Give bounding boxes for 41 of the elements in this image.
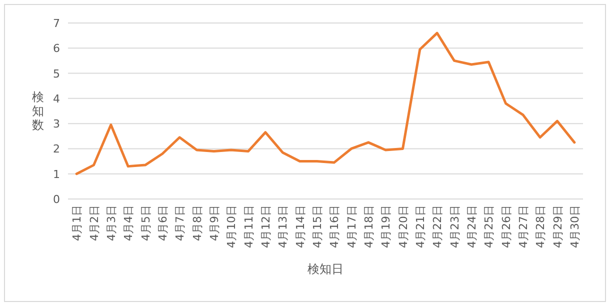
x-tick-label: 4月24日 bbox=[465, 205, 478, 248]
x-tick-label: 4月6日 bbox=[156, 205, 170, 241]
x-tick-label: 4月18日 bbox=[362, 205, 376, 248]
x-tick-label: 4月19日 bbox=[380, 205, 393, 248]
x-tick-label: 4月12日 bbox=[259, 205, 272, 248]
x-tick-label: 4月20日 bbox=[396, 205, 410, 248]
x-tick-label: 4月4日 bbox=[122, 205, 136, 241]
y-axis-title: 検知数 bbox=[32, 90, 44, 132]
x-tick-label: 4月8日 bbox=[190, 205, 204, 241]
x-tick-label: 4月1日 bbox=[70, 205, 84, 241]
x-tick-label: 4月13日 bbox=[276, 205, 290, 248]
x-tick-label: 4月17日 bbox=[345, 205, 358, 248]
x-tick-label: 4月28日 bbox=[534, 205, 548, 248]
x-tick-label: 4月10日 bbox=[225, 205, 238, 248]
x-tick-label: 4月22日 bbox=[431, 205, 444, 248]
x-tick-label: 4月11日 bbox=[242, 205, 256, 248]
x-tick-label: 4月16日 bbox=[328, 205, 342, 248]
x-tick-label: 4月7日 bbox=[174, 205, 187, 241]
x-tick-label: 4月2日 bbox=[88, 205, 101, 241]
y-tick-label: 1 bbox=[53, 168, 60, 181]
x-tick-label: 4月9日 bbox=[208, 205, 221, 241]
x-tick-label: 4月25日 bbox=[482, 205, 496, 248]
y-tick-label: 2 bbox=[53, 142, 60, 156]
x-axis-title: 検知日 bbox=[308, 262, 344, 276]
x-tick-label: 4月29日 bbox=[551, 205, 564, 248]
x-tick-label: 4月15日 bbox=[310, 205, 324, 248]
x-tick-label: 4月23日 bbox=[448, 205, 462, 248]
x-tick-label: 4月14日 bbox=[294, 205, 307, 248]
y-tick-label: 4 bbox=[53, 92, 60, 106]
y-tick-label: 7 bbox=[53, 17, 60, 30]
line-series bbox=[75, 32, 576, 176]
x-tick-label: 4月30日 bbox=[568, 205, 582, 248]
y-tick-label: 5 bbox=[53, 67, 60, 80]
x-tick-label: 4月5日 bbox=[139, 205, 152, 241]
y-tick-label: 0 bbox=[53, 193, 60, 206]
y-tick-label: 3 bbox=[53, 118, 60, 131]
x-tick-label: 4月21日 bbox=[414, 205, 427, 248]
y-tick-label: 6 bbox=[53, 42, 60, 56]
x-tick-label: 4月3日 bbox=[104, 205, 118, 241]
x-tick-label: 4月27日 bbox=[516, 205, 530, 248]
x-tick-label: 4月26日 bbox=[500, 205, 513, 248]
